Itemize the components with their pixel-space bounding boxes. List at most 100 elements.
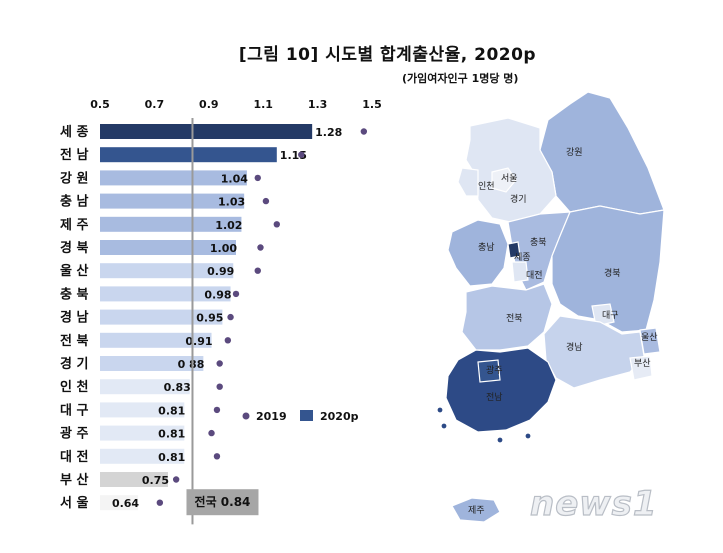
map-label: 세종 [514,252,531,263]
map-region-busan [629,355,653,381]
map-label: 광주 [486,364,503,376]
bar-value-label: 1.03 [218,196,245,209]
bar-value-label: 0 88 [178,358,205,371]
category-label: 강 원 [60,170,88,186]
map-islands-south-1 [496,436,504,444]
news1-watermark: news1 [529,483,658,524]
map-label: 대구 [602,310,619,321]
category-label: 서 울 [60,495,88,511]
bar [100,332,212,348]
dot-2019 [254,174,261,182]
map-label: 경기 [510,193,527,205]
dot-2019 [273,221,280,228]
bar-series: 세 종 1.28전 남 1.15강 원 1.04충 남 1.03제 주 1.02경 북 1.… [60,124,342,511]
bar [100,170,247,186]
bar-value-label: 0.99 [207,265,234,278]
bar [100,402,185,418]
map-region-gyeonggi [465,117,557,223]
category-label: 부 산 [60,472,88,488]
dot-2019 [298,151,305,158]
dot-2019 [232,290,240,298]
category-label: 충 남 [60,194,88,210]
map-label: 전남 [486,392,503,403]
bar [100,356,204,371]
map-label: 서울 [501,173,518,184]
bar-value-label: 0.75 [142,474,169,487]
legend-label: 2020p [320,410,359,423]
bar [100,124,313,139]
bar-value-label: 0.98 [204,288,231,301]
dot-2019 [172,476,180,483]
category-label: 광 주 [60,427,88,442]
bar [100,263,234,279]
legend: 2019 2020p [242,410,359,423]
bar-value-label: 1.28 [315,126,342,139]
map-region-gangwon [539,91,665,215]
dot-2019 [224,337,232,344]
category-label: 경 북 [60,240,88,256]
bar [100,286,231,302]
category-label: 인 천 [60,379,88,395]
map-label: 충북 [530,237,547,248]
dot-2019 [208,429,215,437]
dot-2019 [213,453,221,460]
legend-square-icon [300,410,313,421]
dot-2019 [216,360,223,367]
bar [100,448,185,464]
bar [100,216,242,232]
bar-value-label: 0.91 [185,335,212,348]
category-label: 대 전 [60,449,88,465]
category-label: 세 종 [60,125,88,140]
map-region-chungnam [447,219,509,287]
map-label: 인천 [478,181,495,192]
unit-note: (가임여자인구 1명당 명) [402,72,519,85]
national-line: 전국 0.84 [186,118,259,525]
x-tick-label: 0.5 [90,98,110,111]
map-region-daegu [591,303,615,327]
national-label-box [186,489,259,516]
bar [100,379,190,395]
chart-title: [그림 10] 시도별 합계출산율, 2020p [0,40,723,65]
bar-value-label: 0.95 [196,312,223,325]
bar-value-label: 0.81 [158,428,185,441]
dot-2019 [156,499,164,506]
legend-label: 2019 [256,410,287,423]
bar [100,425,185,441]
map-region-gwangju [477,359,501,383]
dot-2019 [216,383,223,390]
category-label: 경 남 [60,310,88,326]
dot-2019 [360,128,368,135]
x-tick-label: 0.7 [145,98,165,111]
bar-value-label: 1.04 [221,172,248,185]
category-label: 충 북 [60,286,88,302]
category-label: 대 구 [60,403,88,418]
dot-2019 [262,197,270,205]
bar [100,472,168,487]
bar-value-label: 0.81 [158,451,185,464]
bar-value-label: 0.64 [112,497,139,510]
dot-2019 [254,267,261,274]
map-label: 강원 [566,147,583,158]
map-islands-south-2 [524,432,532,440]
category-label: 전 북 [60,333,88,349]
map-label: 경북 [604,267,621,279]
map-region-jeonnam [445,347,557,433]
map-region-incheon [457,167,479,197]
bar-value-label: 1.02 [215,219,242,232]
map-region-seoul [491,167,517,193]
x-tick-label: 1.3 [308,98,328,111]
map-islands-west-2 [440,422,448,430]
map-label: 대전 [526,270,543,281]
map-region-jeju [451,497,501,523]
category-label: 전 남 [60,147,88,163]
category-label: 울 산 [60,263,88,279]
bar-value-label: 1.00 [210,242,237,255]
bar [100,193,245,209]
map-region-gyeongbuk [551,205,665,333]
bar [100,147,277,163]
map-region-daejeon [511,261,529,283]
legend-dot-icon [242,412,250,420]
map-label: 울산 [641,332,658,343]
